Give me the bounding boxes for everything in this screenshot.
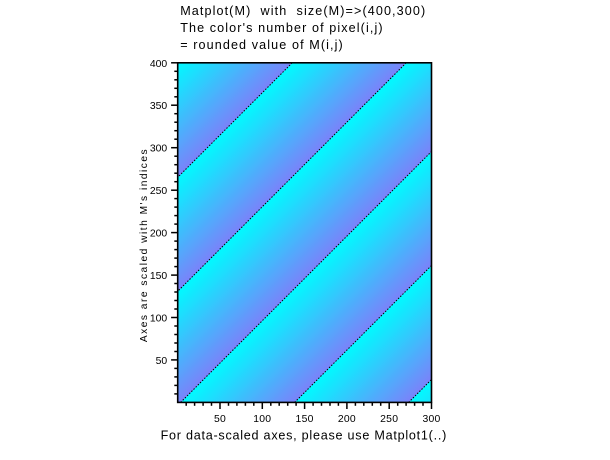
svg-text:The color's number of pixel(i,: The color's number of pixel(i,j) xyxy=(180,21,383,35)
svg-text:350: 350 xyxy=(150,101,168,112)
svg-text:Matplot(M) with size(M)=>(40: Matplot(M) with size(M)=>(400,300) xyxy=(180,4,426,18)
svg-text:200: 200 xyxy=(338,414,356,425)
svg-text:100: 100 xyxy=(253,414,271,425)
svg-text:300: 300 xyxy=(150,144,168,155)
svg-text:= rounded value of M(i,j): = rounded value of M(i,j) xyxy=(180,38,344,52)
svg-text:150: 150 xyxy=(150,271,168,282)
svg-text:150: 150 xyxy=(296,414,314,425)
svg-text:400: 400 xyxy=(150,59,168,70)
svg-text:300: 300 xyxy=(422,414,440,425)
svg-text:100: 100 xyxy=(150,314,168,325)
svg-text:250: 250 xyxy=(150,186,168,197)
svg-text:50: 50 xyxy=(156,356,168,367)
svg-text:For data-scaled axes, please u: For data-scaled axes, please use Matplot… xyxy=(161,428,447,442)
svg-text:Axes are scaled with M's indic: Axes are scaled with M's indices xyxy=(139,148,150,342)
svg-text:250: 250 xyxy=(380,414,398,425)
svg-text:200: 200 xyxy=(150,229,168,240)
svg-text:50: 50 xyxy=(214,414,226,425)
